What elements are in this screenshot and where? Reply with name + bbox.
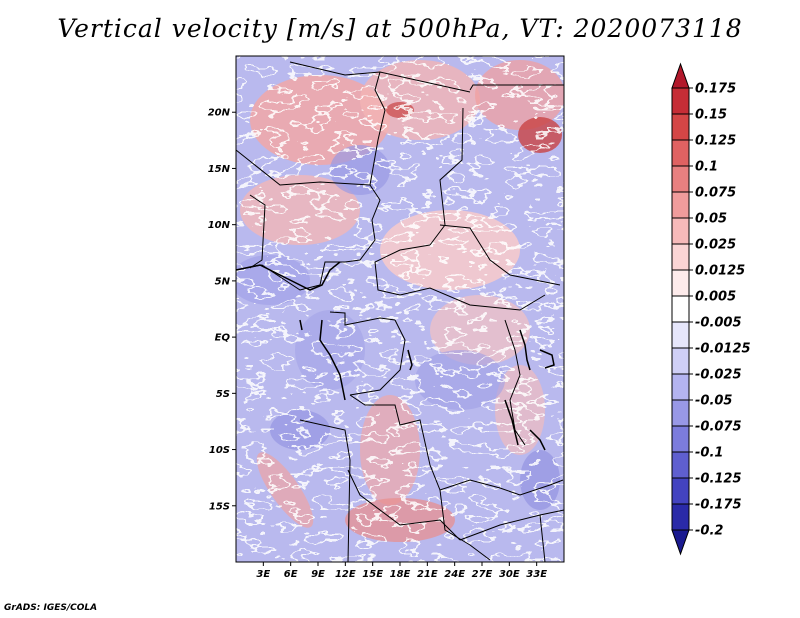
colorbar-swatch [671,269,690,297]
colorbar-top-arrow [671,62,690,89]
colorbar-label: 0.075 [695,186,736,201]
colorbar-swatch [671,477,690,505]
colorbar-swatch [671,321,690,349]
lat-tick-label: 5N [215,276,231,287]
colorbar-label: -0.075 [695,420,742,435]
colorbar-swatch [671,425,690,453]
latitude-axis: 20N 15N 10N 5N EQ 5S 10S 15S [208,108,236,512]
colorbar-label: -0.025 [695,368,742,383]
colorbar-label: -0.2 [695,524,723,539]
colorbar-label: -0.0125 [695,342,751,357]
colorbar-swatch [671,165,690,193]
colorbar-swatch [671,347,690,375]
lon-tick-label: 27E [472,569,493,580]
lon-tick-label: 30E [499,569,520,580]
lon-tick-label: 21E [417,569,438,580]
footer-credit: GrADS: IGES/COLA [4,603,98,613]
colorbar-swatch [671,295,690,323]
lat-tick-label: 15N [208,164,231,175]
colorbar-swatch [671,217,690,245]
lon-tick-label: 18E [390,569,411,580]
colorbar-label: -0.1 [695,446,723,461]
country-borders [235,61,565,563]
colorbar-swatch [671,399,690,427]
lat-tick-label: 5S [216,389,230,400]
colorbar-label: 0.175 [695,82,736,97]
colorbar-label: 0.1 [695,160,718,175]
colorbar-swatch [671,503,690,531]
map-title: Vertical velocity [m/s] at 500hPa, VT: 2… [57,14,743,43]
colorbar-label: 0.025 [695,238,736,253]
lon-tick-label: 3E [256,569,270,580]
lon-tick-label: 12E [335,569,356,580]
colorbar-swatch [671,451,690,479]
coastlines [235,261,555,451]
colorbar-label: 0.15 [695,108,727,123]
colorbar-bottom-arrow [671,529,690,556]
lat-tick-label: 20N [208,108,231,119]
colorbar-label: 0.005 [695,290,736,305]
colorbar-label: -0.05 [695,394,732,409]
colorbar-label: -0.005 [695,316,742,331]
lon-tick-label: 24E [444,569,465,580]
lon-tick-label: 9E [311,569,325,580]
lat-tick-label: 10N [208,220,231,231]
colorbar-label: 0.0125 [695,264,745,279]
colorbar-swatch [671,139,690,167]
colorbar-label: -0.125 [695,472,742,487]
colorbar-label: -0.175 [695,498,742,513]
lon-tick-label: 6E [284,569,298,580]
colorbar-swatch [671,191,690,219]
colorbar: 0.175 0.15 0.125 0.1 0.075 0.05 0.025 0.0125 0.0… [671,62,751,556]
colorbar-label: 0.125 [695,134,736,149]
lat-tick-label: EQ [215,333,231,344]
colorbar-swatch [671,113,690,141]
colorbar-swatch [671,243,690,271]
lon-tick-label: 15E [362,569,383,580]
longitude-axis: 3E 6E 9E 12E 15E 18E 21E 24E 27E 30E 33E [256,562,547,580]
colorbar-label: 0.05 [695,212,727,227]
colorbar-swatch [671,87,690,115]
lat-tick-label: 15S [209,501,230,512]
lat-tick-label: 10S [209,445,230,456]
colorbar-swatch [671,373,690,401]
lon-tick-label: 33E [526,569,547,580]
